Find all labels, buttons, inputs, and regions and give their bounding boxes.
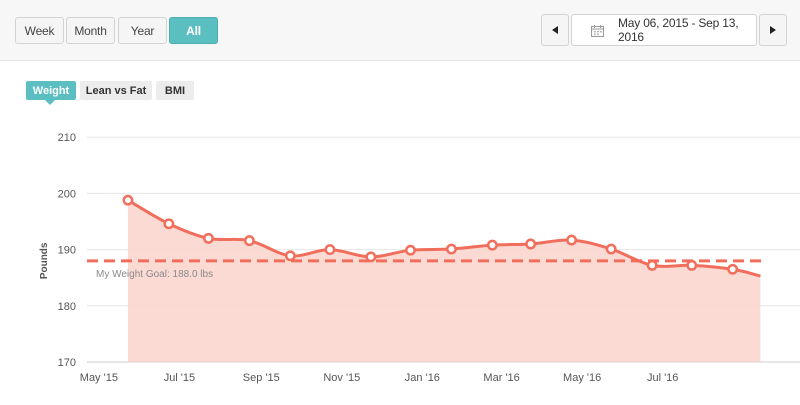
data-point bbox=[203, 232, 214, 244]
caret-right-icon bbox=[770, 26, 776, 34]
x-tick-label: May '16 bbox=[563, 372, 601, 384]
goal-label: My Weight Goal: 188.0 lbs bbox=[96, 269, 213, 280]
data-point bbox=[525, 238, 537, 250]
y-tick-label: 180 bbox=[58, 301, 76, 313]
data-point bbox=[365, 251, 377, 263]
data-point bbox=[605, 243, 617, 255]
data-point bbox=[284, 250, 296, 262]
data-point bbox=[405, 244, 416, 256]
data-point bbox=[163, 218, 175, 230]
data-point bbox=[243, 235, 255, 247]
data-point bbox=[566, 234, 578, 246]
next-range-button[interactable] bbox=[759, 14, 787, 46]
x-tick-label: Sep '15 bbox=[243, 372, 280, 384]
data-point bbox=[324, 244, 336, 256]
calendar-icon bbox=[591, 24, 604, 37]
previous-range-button[interactable] bbox=[541, 14, 569, 46]
date-range-text: May 06, 2015 - Sep 13, 2016 bbox=[618, 16, 739, 44]
data-point bbox=[686, 259, 698, 271]
data-point bbox=[646, 259, 658, 271]
all-button[interactable]: All bbox=[169, 17, 218, 44]
caret-left-icon bbox=[552, 26, 558, 34]
week-button[interactable]: Week bbox=[15, 17, 64, 44]
y-tick-label: 170 bbox=[58, 357, 76, 369]
weight-area bbox=[127, 200, 761, 362]
x-tick-label: Jan '16 bbox=[405, 372, 440, 384]
tab-bmi[interactable]: BMI bbox=[156, 81, 194, 100]
tab-lean-vs-fat[interactable]: Lean vs Fat bbox=[80, 81, 152, 100]
x-tick-label: Mar '16 bbox=[483, 372, 519, 384]
active-tab-caret bbox=[45, 100, 55, 105]
y-tick-label: 190 bbox=[58, 245, 76, 257]
y-tick-label: 210 bbox=[58, 132, 76, 144]
data-point bbox=[727, 263, 739, 275]
y-axis-title: Pounds bbox=[39, 242, 50, 279]
year-button[interactable]: Year bbox=[118, 17, 167, 44]
data-point bbox=[486, 239, 498, 251]
x-tick-label: May '15 bbox=[80, 372, 118, 384]
x-tick-label: Nov '15 bbox=[323, 372, 360, 384]
toolbar: Week Month Year All May 06, 2015 - Sep 1… bbox=[0, 0, 800, 61]
data-point bbox=[445, 243, 457, 255]
data-point bbox=[122, 194, 134, 206]
x-tick-label: Jul '16 bbox=[647, 372, 678, 384]
y-tick-label: 200 bbox=[58, 188, 76, 200]
date-range-picker[interactable]: May 06, 2015 - Sep 13, 2016 bbox=[571, 14, 757, 46]
month-button[interactable]: Month bbox=[66, 17, 115, 44]
tab-weight[interactable]: Weight bbox=[26, 81, 76, 100]
x-tick-label: Jul '15 bbox=[164, 372, 195, 384]
